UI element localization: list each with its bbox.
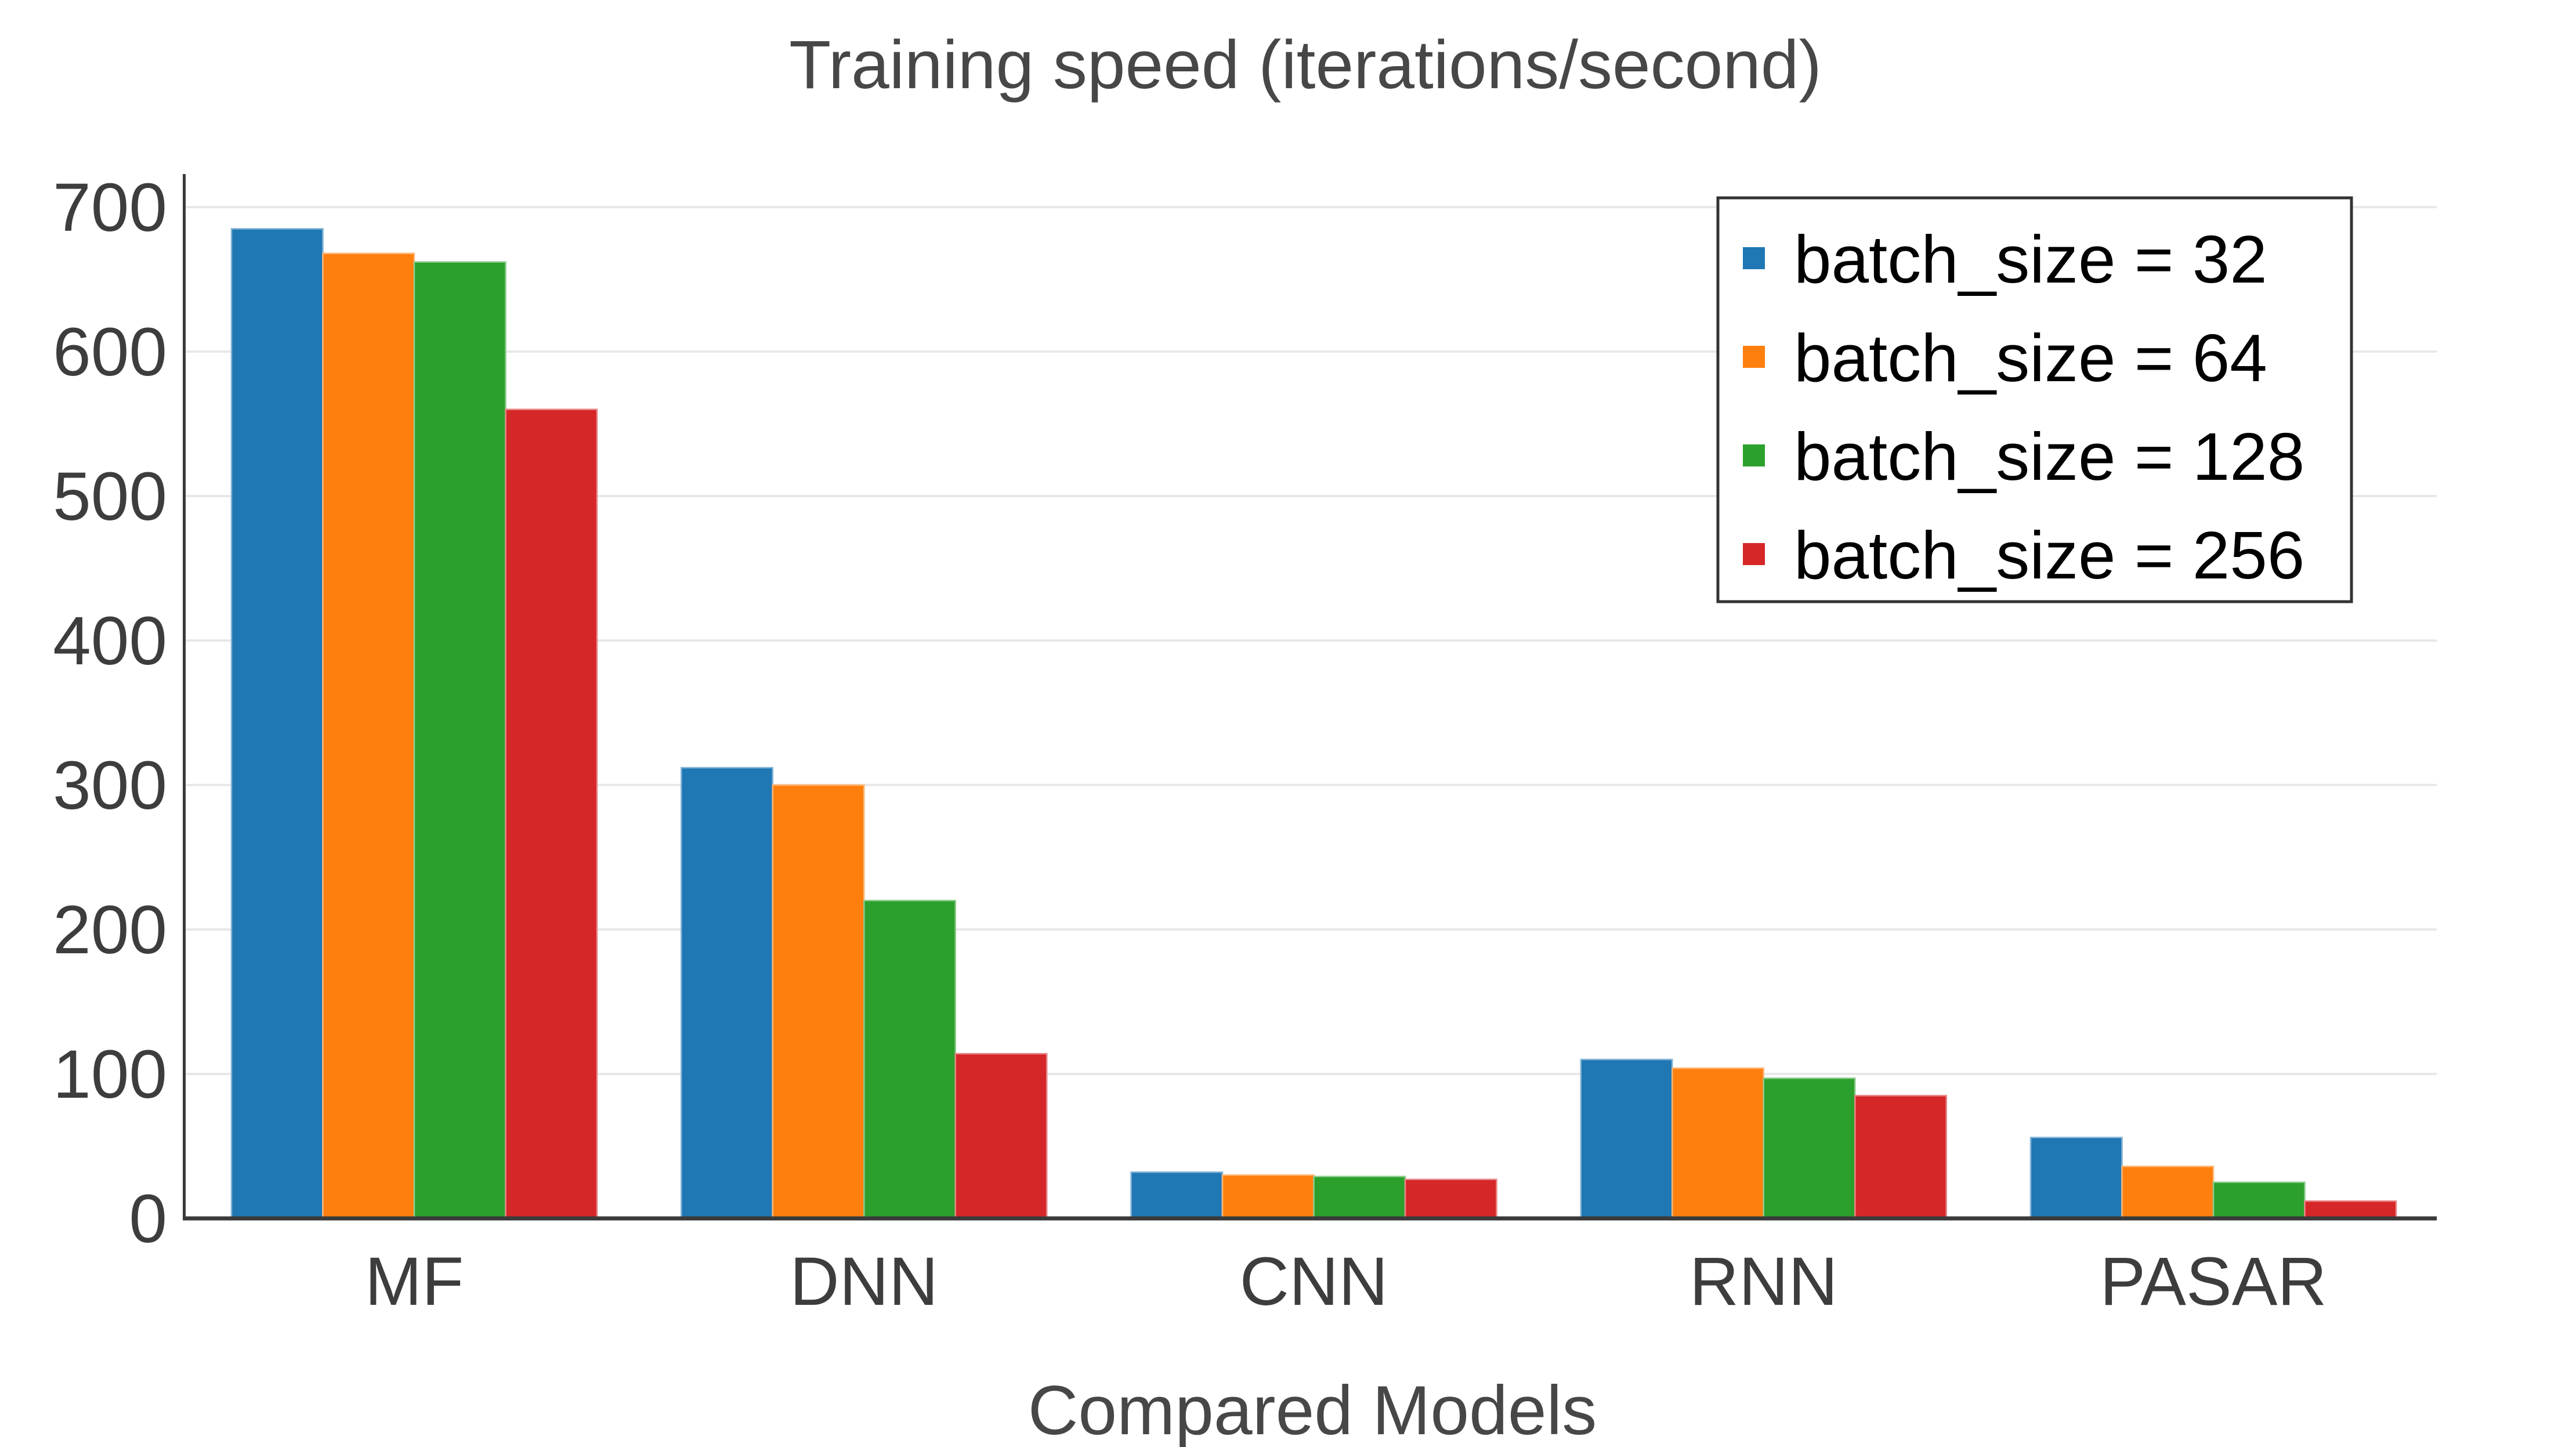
legend-item-batch-size-64: batch_size = 64: [1743, 320, 2267, 396]
legend-label-batch-size-64: batch_size = 64: [1794, 320, 2267, 396]
bar-pasar-batch-size-32: [2029, 1137, 2123, 1220]
y-tick-label-700: 700: [53, 169, 167, 246]
bar-groups: [230, 228, 2397, 1220]
bar-pasar-batch-size-64: [2121, 1166, 2215, 1220]
bar-dnn-batch-size-256: [954, 1052, 1048, 1220]
bar-mf-batch-size-256: [505, 408, 598, 1220]
bar-group-dnn: [681, 766, 1048, 1220]
legend-label-batch-size-256: batch_size = 256: [1794, 518, 2304, 593]
y-tick-label-500: 500: [53, 458, 167, 535]
x-axis-title: Compared Models: [1028, 1372, 1597, 1447]
bar-group-rnn: [1580, 1058, 1947, 1220]
legend-items: batch_size = 32 batch_size = 64 batch_size…: [1743, 222, 2304, 593]
bar-mf-batch-size-32: [230, 228, 324, 1220]
bar-pasar-batch-size-128: [2212, 1181, 2306, 1220]
legend-label-batch-size-32: batch_size = 32: [1794, 222, 2267, 297]
bar-dnn-batch-size-64: [772, 784, 865, 1220]
y-tick-label-200: 200: [53, 892, 167, 968]
bar-cnn-batch-size-128: [1313, 1175, 1406, 1220]
bar-cnn-batch-size-64: [1221, 1174, 1315, 1220]
y-tick-label-600: 600: [53, 314, 167, 390]
chart-title: Training speed (iterations/second): [789, 27, 1822, 103]
legend-swatch-batch-size-64: [1743, 346, 1765, 368]
bar-group-pasar: [2029, 1137, 2397, 1220]
x-tick-label-mf: MF: [365, 1243, 464, 1320]
legend: batch_size = 32 batch_size = 64 batch_size…: [1716, 196, 2353, 603]
bar-cnn-batch-size-32: [1130, 1171, 1224, 1220]
legend-item-batch-size-32: batch_size = 32: [1743, 222, 2267, 297]
bar-rnn-batch-size-256: [1854, 1095, 1947, 1220]
legend-label-batch-size-128: batch_size = 128: [1794, 419, 2304, 494]
y-tick-label-100: 100: [53, 1036, 167, 1113]
legend-item-batch-size-128: batch_size = 128: [1743, 419, 2304, 494]
y-tick-label-400: 400: [53, 603, 167, 679]
y-tick-labels: 0 100 200 300 400 500 600 700: [53, 169, 167, 1257]
bar-group-cnn: [1130, 1171, 1497, 1220]
bar-group-mf: [230, 228, 598, 1220]
bar-rnn-batch-size-32: [1580, 1058, 1673, 1220]
bar-rnn-batch-size-128: [1763, 1077, 1856, 1220]
legend-item-batch-size-256: batch_size = 256: [1743, 518, 2304, 593]
x-tick-label-rnn: RNN: [1689, 1243, 1838, 1320]
legend-swatch-batch-size-32: [1743, 247, 1765, 269]
bar-dnn-batch-size-32: [681, 766, 773, 1220]
bar-pasar-batch-size-256: [2304, 1200, 2397, 1220]
bar-mf-batch-size-128: [413, 261, 506, 1220]
legend-swatch-batch-size-256: [1743, 543, 1765, 565]
y-tick-label-0: 0: [129, 1181, 167, 1257]
x-tick-label-dnn: DNN: [790, 1243, 938, 1320]
legend-box: [1716, 196, 2353, 603]
y-tick-label-300: 300: [53, 747, 167, 824]
x-tick-label-pasar: PASAR: [2100, 1243, 2327, 1320]
bar-cnn-batch-size-256: [1404, 1178, 1497, 1220]
x-tick-labels: MF DNN CNN RNN PASAR: [365, 1243, 2327, 1320]
bar-mf-batch-size-64: [322, 252, 415, 1220]
bar-dnn-batch-size-128: [863, 899, 956, 1220]
x-tick-label-cnn: CNN: [1240, 1243, 1388, 1320]
legend-swatch-batch-size-128: [1743, 444, 1765, 466]
bar-rnn-batch-size-64: [1671, 1067, 1764, 1220]
